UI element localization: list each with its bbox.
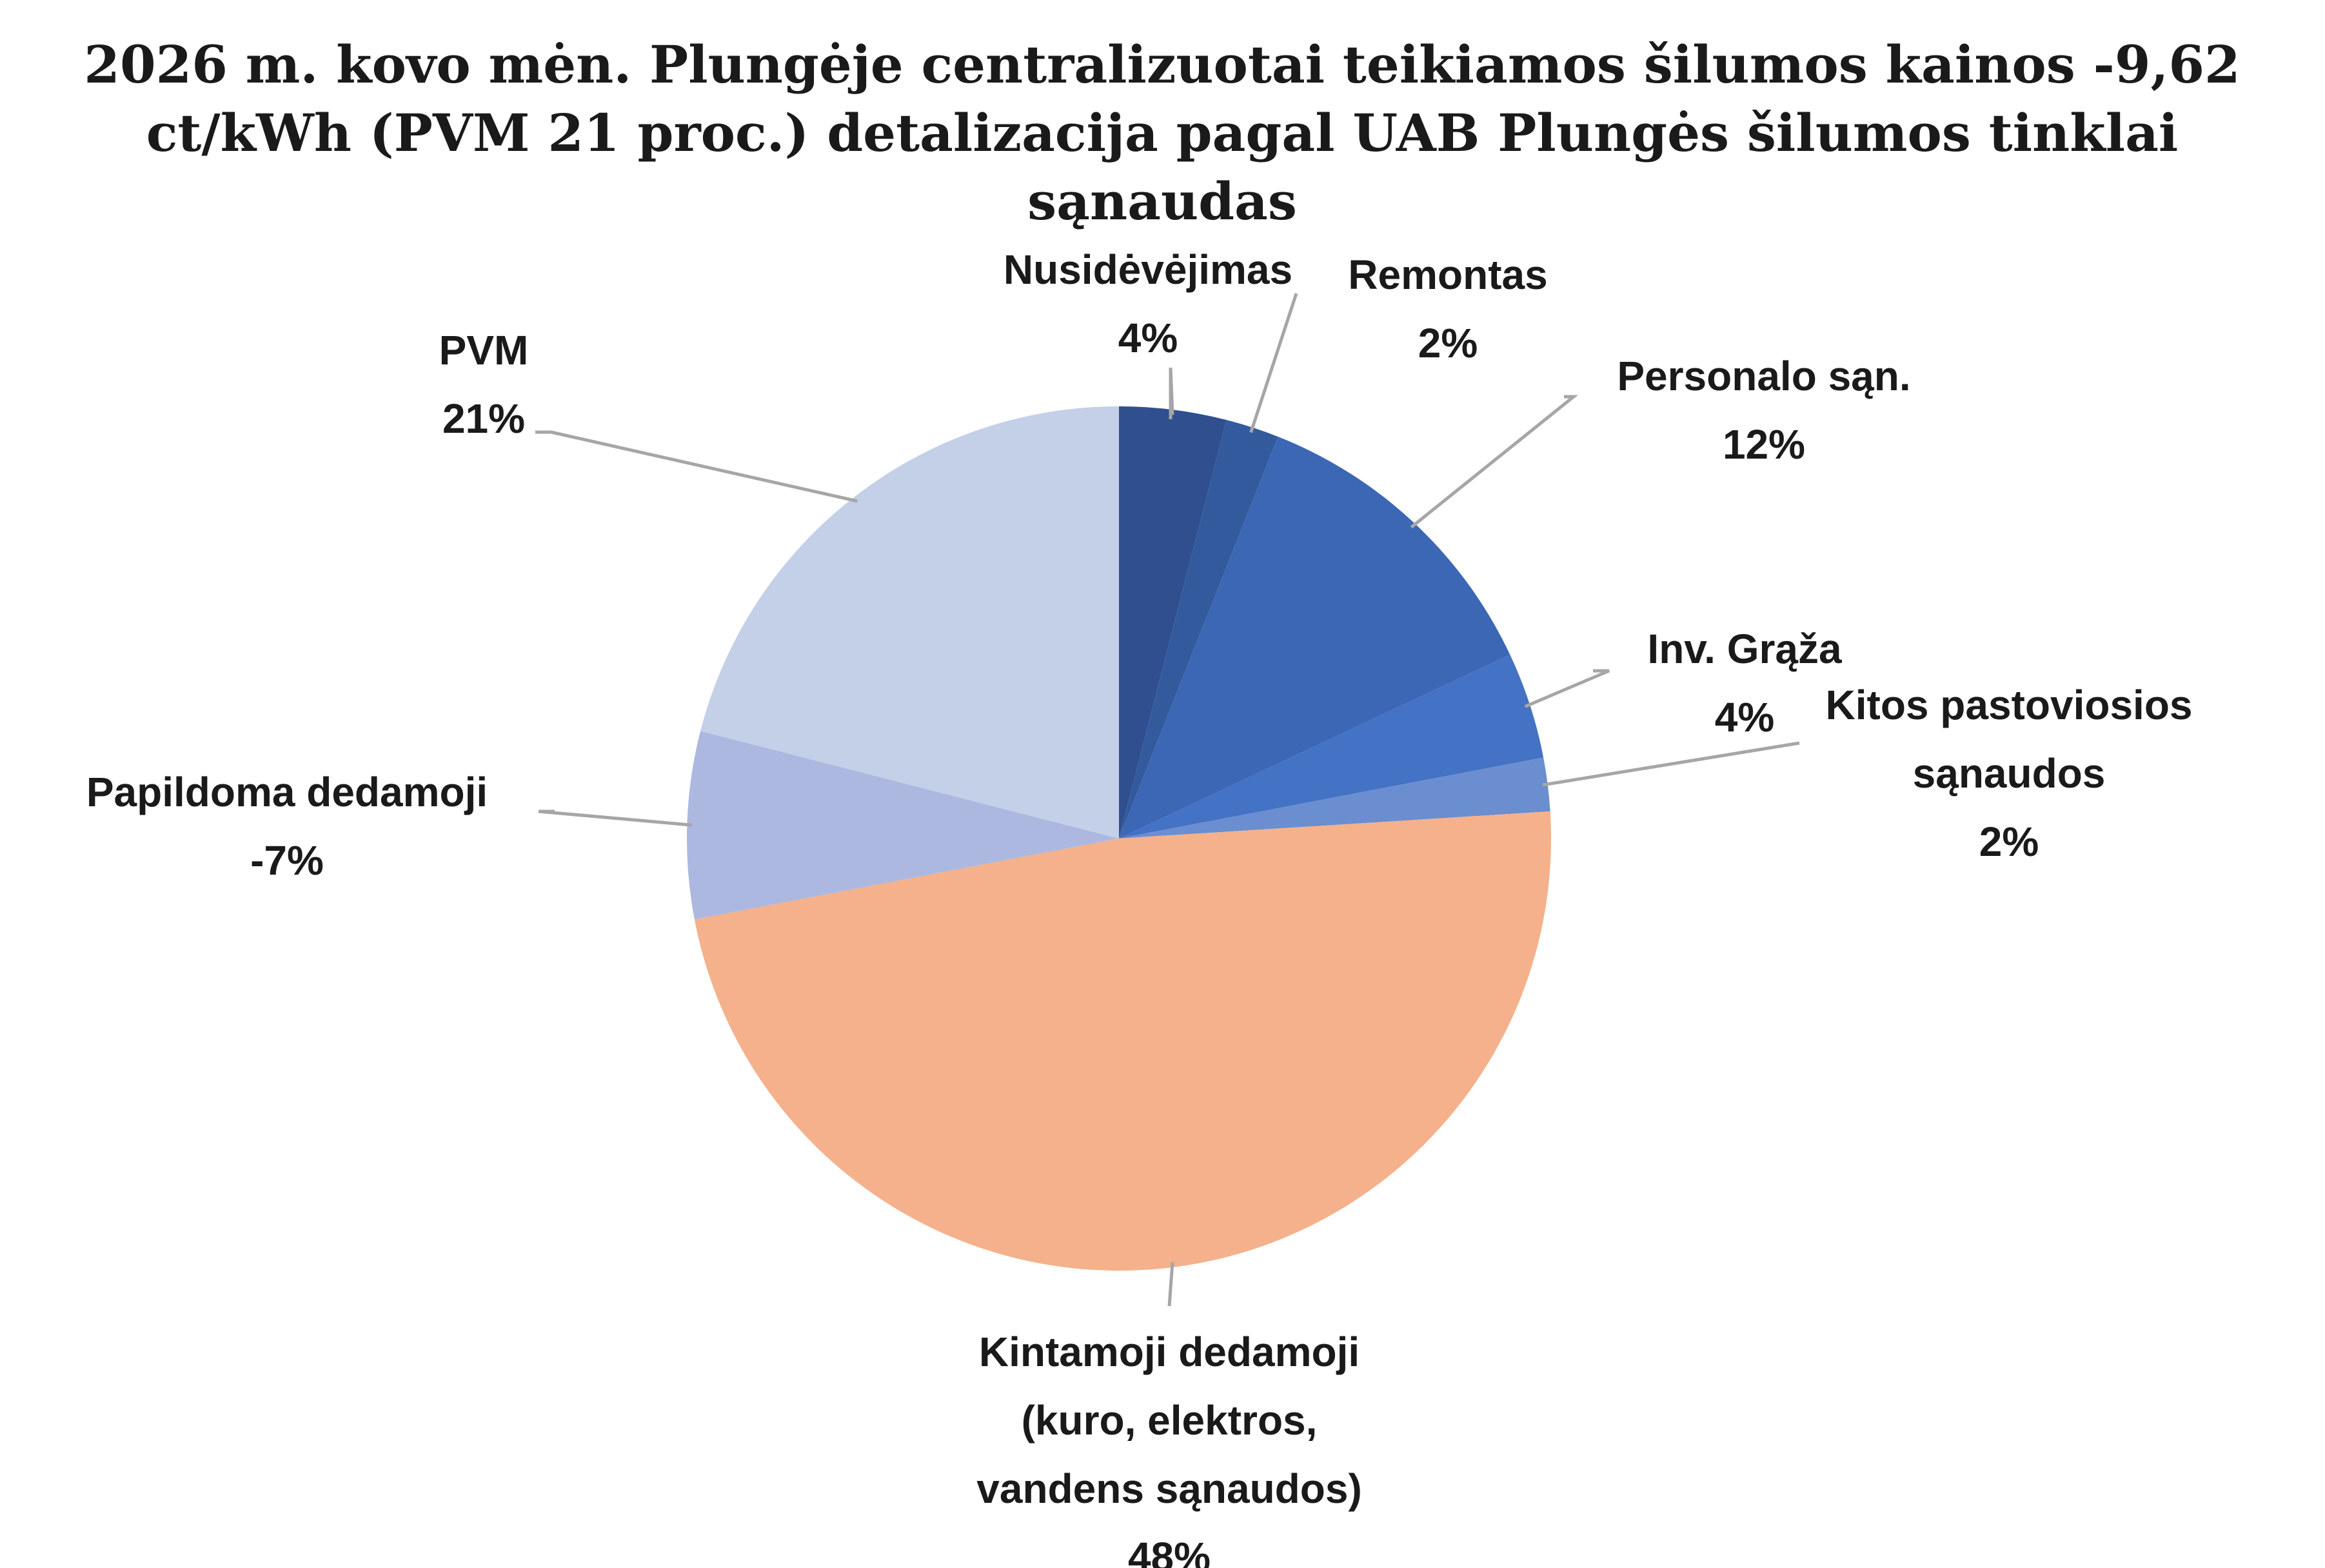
slice-label-5-line-1: Kitos pastoviosios — [1826, 682, 2193, 728]
pie-slice-6 — [694, 811, 1552, 1271]
slice-label-1-line-2: 4% — [1118, 315, 1178, 361]
pie-slice-3 — [1119, 437, 1510, 839]
leader-line-4 — [1524, 669, 1610, 708]
slice-label-8-line-2: 21% — [442, 395, 525, 442]
slice-label-5-line-2: sąnaudos — [1913, 750, 2106, 797]
pie-slice-8 — [700, 406, 1119, 839]
pie-slice-7 — [687, 731, 1119, 920]
leader-line-3 — [1410, 395, 1579, 529]
slice-label-8-line-1: PVM — [439, 327, 529, 373]
slice-label-6-line-2: (kuro, elektros, — [1022, 1397, 1318, 1444]
leader-line-6 — [1167, 1262, 1174, 1307]
pie-slice-5 — [1119, 757, 1550, 839]
slice-label-2-line-1: Remontas — [1348, 252, 1547, 298]
slice-label-6-line-4: 48% — [1128, 1534, 1211, 1568]
chart-title: 2026 m. kovo mėn. Plungėje centralizuota… — [84, 34, 2240, 232]
slice-label-1-line-1: Nusidėvėjimas — [1004, 246, 1292, 293]
pie-slice-1 — [1119, 406, 1227, 839]
pie-slice-4 — [1119, 654, 1544, 839]
leader-line-7 — [538, 809, 693, 827]
slice-label-6-line-1: Kintamoji dedamoji — [979, 1329, 1360, 1375]
slice-label-4-line-2: 4% — [1715, 694, 1775, 740]
slice-label-3-line-1: Personalo sąn. — [1617, 353, 1910, 399]
leader-lines — [535, 293, 1800, 1307]
slice-label-6-line-3: vandens sąnaudos) — [976, 1465, 1362, 1512]
chart-title-line-2: ct/kWh (PVM 21 proc.) detalizacija pagal… — [146, 103, 2179, 163]
slice-label-5-line-3: 2% — [1979, 819, 2039, 865]
pie-slice-2 — [1119, 420, 1278, 839]
slice-labels: Nusidėvėjimas 4% Remontas 2% Personalo sąn. 1… — [86, 246, 2193, 1568]
leader-line-2 — [1249, 293, 1298, 433]
slice-label-7-line-1: Papildoma dedamoji — [86, 769, 488, 815]
chart-title-line-3: sąnaudas — [1027, 171, 1297, 232]
leader-line-1 — [1169, 367, 1174, 419]
slice-label-2-line-2: 2% — [1418, 320, 1478, 366]
leader-line-8 — [535, 430, 858, 503]
slice-label-7-line-2: -7% — [250, 837, 324, 884]
chart-title-line-1: 2026 m. kovo mėn. Plungėje centralizuota… — [84, 34, 2240, 95]
leader-line-5 — [1542, 741, 1800, 787]
pie-slices — [687, 406, 1552, 1271]
slice-label-3-line-2: 12% — [1723, 421, 1805, 468]
slice-label-4-line-1: Inv. Grąža — [1647, 626, 1842, 672]
